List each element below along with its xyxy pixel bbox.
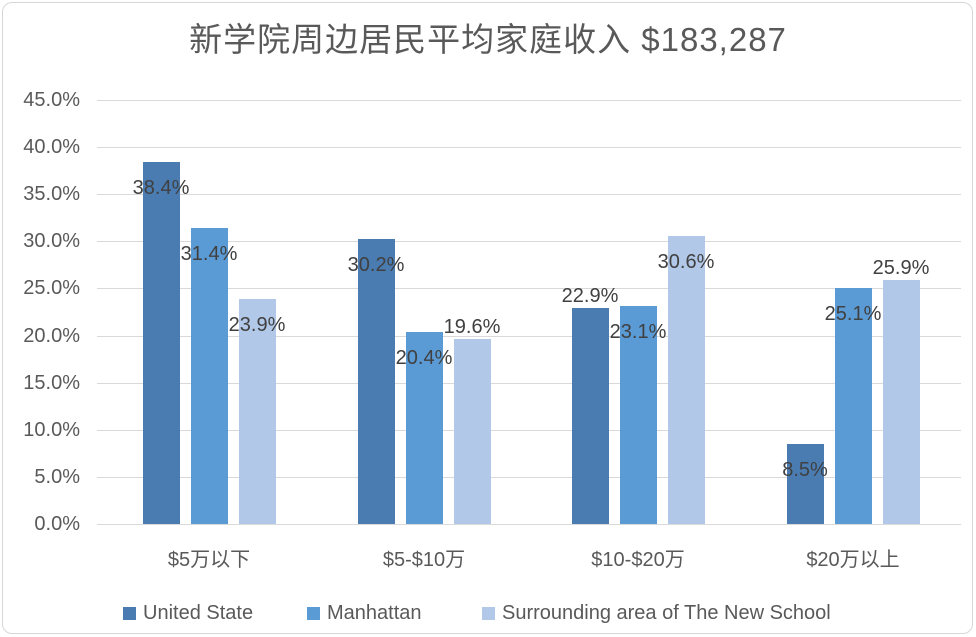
bar-2-group-2: [405, 331, 443, 524]
gridline: [97, 335, 961, 337]
data-label: 23.1%: [609, 321, 667, 344]
legend-item: Surrounding area of The New School: [482, 601, 831, 625]
legend-item: Manhattan: [307, 601, 422, 625]
legend-label: Surrounding area of The New School: [502, 602, 831, 624]
legend-label: Manhattan: [327, 602, 422, 624]
data-label: 8.5%: [782, 458, 828, 481]
y-axis-tick-label: 35.0%: [23, 183, 80, 206]
data-label: 31.4%: [180, 243, 238, 266]
y-axis-tick-label: 5.0%: [34, 465, 80, 488]
legend-label: United State: [143, 602, 254, 624]
gridline: [97, 194, 961, 196]
bar-1-group-3: [571, 308, 609, 524]
gridline: [97, 524, 961, 525]
gridline: [97, 382, 961, 384]
y-axis-tick-label: 40.0%: [23, 136, 80, 159]
data-label: 23.9%: [228, 313, 286, 336]
x-axis-category-label: $20万以上: [806, 549, 900, 571]
data-label: 19.6%: [443, 316, 501, 339]
bar-3-group-4: [882, 279, 920, 524]
y-axis-tick-label: 0.0%: [34, 513, 80, 535]
data-label: 25.9%: [872, 256, 930, 279]
bar-3-group-2: [453, 339, 491, 524]
x-axis-category-label: $5-$10万: [382, 549, 466, 571]
gridline: [97, 147, 961, 149]
data-label: 30.6%: [657, 250, 715, 273]
gridline: [97, 241, 961, 243]
y-axis-tick-label: 10.0%: [23, 418, 80, 441]
legend-swatch-icon: [123, 606, 136, 620]
y-axis-tick-label: 20.0%: [23, 324, 80, 347]
gridline: [97, 100, 961, 101]
bar-1-group-1: [142, 162, 180, 524]
legend-swatch-icon: [307, 606, 320, 620]
bar-2-group-3: [619, 306, 657, 524]
bar-2-group-1: [190, 228, 228, 524]
data-label: 22.9%: [561, 285, 619, 308]
bar-1-group-4: [786, 443, 824, 524]
bar-3-group-1: [238, 298, 276, 524]
gridline: [97, 476, 961, 478]
gridline: [97, 288, 961, 290]
bar-1-group-2: [357, 239, 395, 524]
bar-3-group-3: [667, 235, 705, 524]
y-axis-tick-label: 45.0%: [23, 89, 80, 111]
bar-2-group-4: [834, 287, 872, 524]
gridline: [97, 429, 961, 431]
legend-swatch-icon: [482, 606, 495, 620]
y-axis-tick-label: 30.0%: [23, 230, 80, 253]
data-label: 25.1%: [824, 302, 882, 325]
y-axis-tick-label: 15.0%: [23, 371, 80, 394]
x-axis-category-label: $5万以下: [167, 549, 251, 571]
chart-title: 新学院周边居民平均家庭收入 $183,287: [189, 21, 787, 58]
data-label: 30.2%: [347, 254, 405, 277]
data-label: 20.4%: [395, 346, 453, 369]
data-label: 38.4%: [132, 177, 190, 200]
legend-item: United State: [123, 601, 253, 625]
x-axis-category-label: $10-$20万: [591, 549, 685, 571]
y-axis-tick-label: 25.0%: [23, 277, 80, 300]
